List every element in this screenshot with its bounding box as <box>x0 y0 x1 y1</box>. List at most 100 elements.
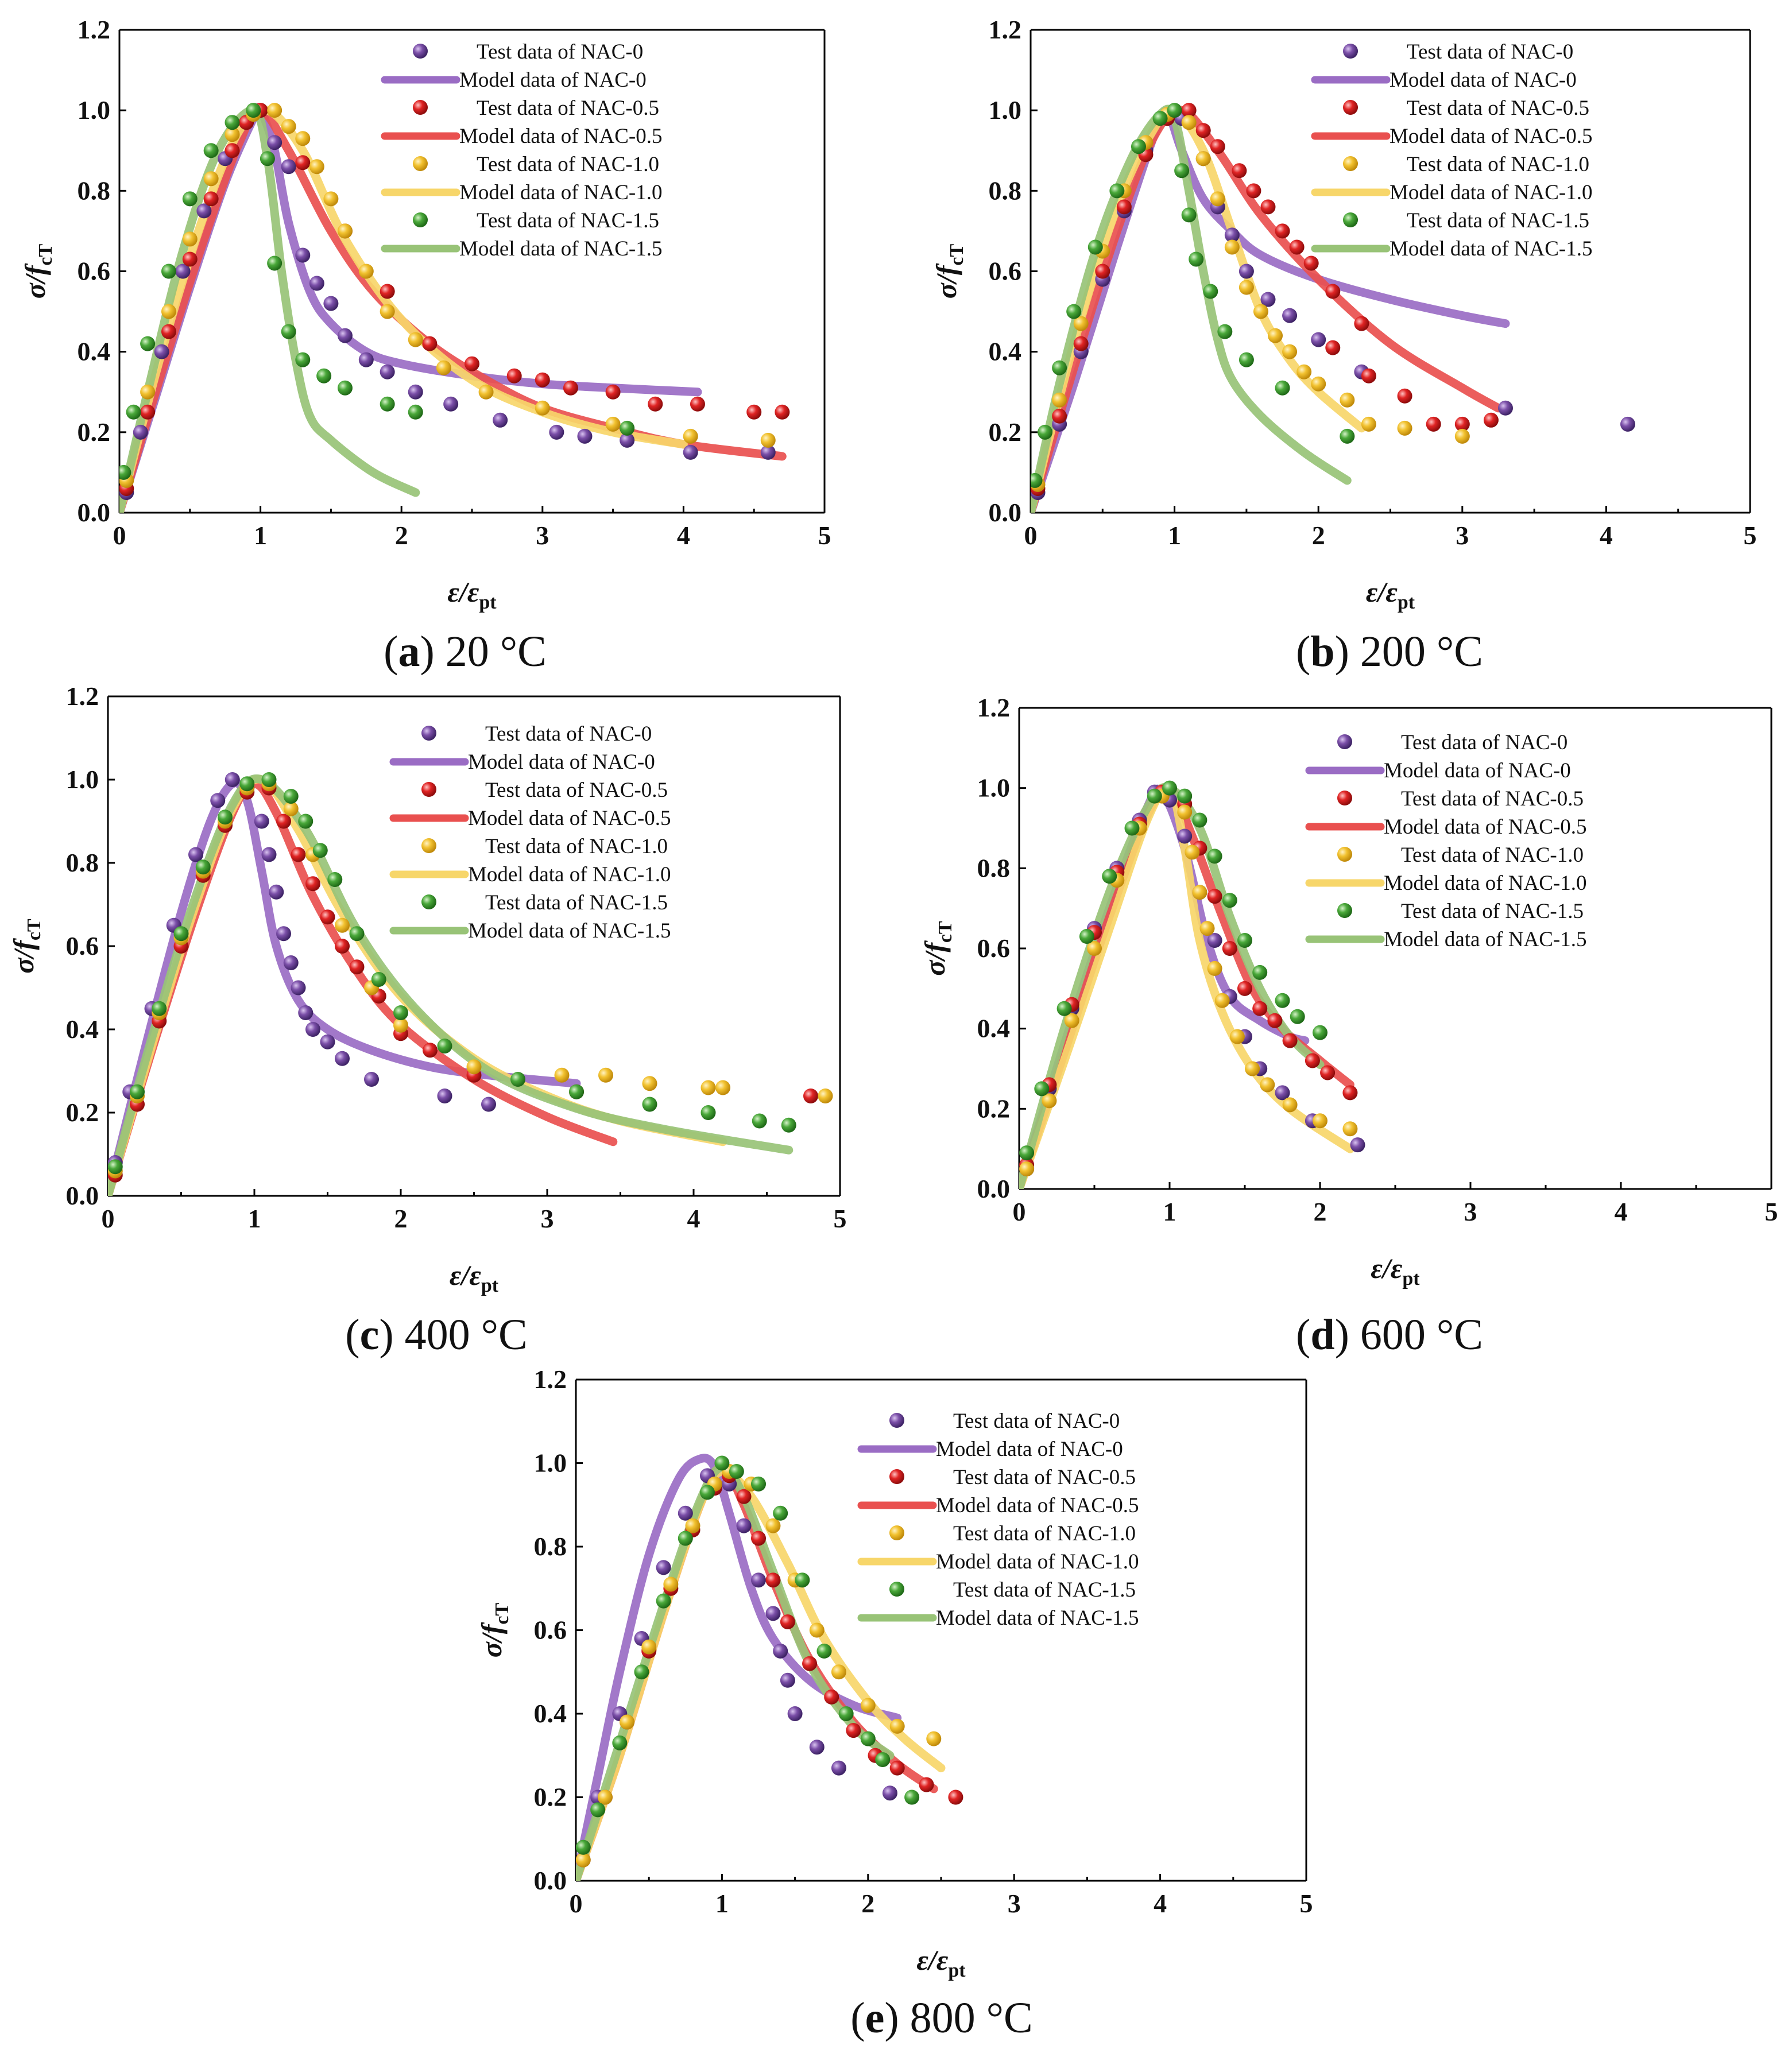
test-point-nac-1-0 <box>1195 151 1211 166</box>
test-point-nac-0 <box>154 344 169 359</box>
test-point-nac-1-5 <box>729 1464 744 1479</box>
test-point-nac-0 <box>225 772 240 787</box>
legend-dot-symbol <box>421 838 436 853</box>
test-point-nac-0 <box>1207 933 1222 948</box>
legend-dot-symbol <box>1337 791 1352 805</box>
legend-label: Model data of NAC-1.5 <box>1390 237 1593 261</box>
legend-label: Model data of NAC-0.5 <box>468 807 671 830</box>
test-point-nac-0-5 <box>1320 1065 1336 1080</box>
y-tick-label: 1.0 <box>989 95 1022 125</box>
test-point-nac-1-5 <box>1222 893 1237 908</box>
model-line-nac-1-5 <box>1019 783 1325 1189</box>
test-point-nac-0-5 <box>276 814 291 829</box>
test-point-nac-1-5 <box>130 1084 145 1099</box>
test-point-nac-1-5 <box>510 1072 525 1087</box>
x-tick-label: 5 <box>1300 1889 1313 1918</box>
test-point-nac-1-0 <box>926 1731 942 1746</box>
test-point-nac-1-0 <box>700 1080 716 1095</box>
legend-dot-symbol <box>889 1413 904 1428</box>
test-point-nac-0 <box>809 1740 825 1755</box>
test-point-nac-0-5 <box>1397 388 1412 404</box>
test-point-nac-0-5 <box>1246 183 1261 199</box>
test-point-nac-0-5 <box>765 1572 781 1588</box>
test-point-nac-1-0 <box>1087 941 1102 956</box>
legend-label: Model data of NAC-0 <box>468 750 655 774</box>
y-tick-label: 0.4 <box>66 1014 99 1044</box>
test-point-nac-0 <box>210 793 226 808</box>
chart-panel-e: 0 1 2 3 4 5 0.0 0.2 0.4 0.6 0.8 1.0 1.2 ε/εpt σ/fcT Tes… <box>475 1365 1313 2042</box>
legend-label: Test data of NAC-1.0 <box>953 1522 1136 1545</box>
x-tick-label: 5 <box>818 521 831 550</box>
test-point-nac-1-0 <box>1181 115 1197 130</box>
y-tick-label: 1.2 <box>66 681 99 711</box>
test-point-nac-0-5 <box>1303 255 1319 271</box>
legend-label: Model data of NAC-0.5 <box>936 1494 1139 1517</box>
x-tick-label: 0 <box>102 1204 115 1233</box>
test-point-nac-0 <box>437 1089 452 1103</box>
test-point-nac-1-5 <box>773 1505 788 1521</box>
plot-area <box>576 1454 963 1881</box>
test-point-nac-0-5 <box>335 939 350 954</box>
test-point-nac-1-0 <box>1199 921 1215 936</box>
test-point-nac-1-5 <box>1079 929 1094 944</box>
x-tick-label: 4 <box>1615 1197 1628 1226</box>
test-point-nac-1-5 <box>1275 993 1290 1008</box>
x-axis-title: ε/εpt <box>450 1259 499 1296</box>
legend-label: Test data of NAC-0.5 <box>477 96 659 120</box>
test-point-nac-1-0 <box>620 1714 635 1730</box>
test-point-nac-1-0 <box>598 1067 613 1083</box>
test-point-nac-0-5 <box>1426 416 1441 432</box>
test-point-nac-1-0 <box>281 119 296 134</box>
test-point-nac-0-5 <box>948 1789 963 1805</box>
y-tick-label: 1.2 <box>78 15 111 44</box>
legend-dot-symbol <box>413 156 428 171</box>
x-tick-label: 1 <box>715 1889 729 1918</box>
test-point-nac-0-5 <box>1210 139 1225 154</box>
test-point-nac-0-5 <box>140 404 156 420</box>
y-tick-label: 1.0 <box>66 765 99 794</box>
test-point-nac-1-0 <box>161 304 176 319</box>
test-point-nac-1-0 <box>831 1664 846 1680</box>
legend-label: Test data of NAC-0.5 <box>1401 787 1584 811</box>
test-point-nac-1-0 <box>1245 1061 1260 1076</box>
test-point-nac-1-5 <box>875 1752 891 1768</box>
test-point-nac-1-5 <box>349 926 365 942</box>
test-point-nac-1-0 <box>1260 1077 1275 1093</box>
legend: Test data of NAC-0 Model data of NAC-0 Tes… <box>1311 40 1593 261</box>
test-point-nac-0-5 <box>1095 264 1110 279</box>
test-point-nac-0-5 <box>1195 123 1211 138</box>
test-point-nac-1-5 <box>714 1455 730 1471</box>
test-point-nac-1-5 <box>795 1572 810 1588</box>
test-point-nac-0-5 <box>535 372 550 388</box>
test-point-nac-0-5 <box>225 143 240 158</box>
legend-dot-symbol <box>1343 156 1358 171</box>
legend-label: Test data of NAC-1.5 <box>953 1578 1136 1602</box>
test-point-nac-0 <box>549 424 564 440</box>
test-point-nac-0-5 <box>1260 199 1276 215</box>
model-line-nac-1-5 <box>108 774 794 1196</box>
test-point-nac-1-5 <box>161 264 176 279</box>
test-point-nac-1-5 <box>1252 964 1268 980</box>
test-point-nac-1-5 <box>576 1839 591 1855</box>
legend-label: Test data of NAC-0.5 <box>953 1466 1136 1489</box>
test-point-nac-1-0 <box>1282 1097 1298 1113</box>
test-point-nac-1-5 <box>316 368 332 384</box>
test-point-nac-1-0 <box>393 1017 408 1033</box>
model-line-nac-1-0 <box>1019 783 1354 1189</box>
test-point-nac-0-5 <box>1361 368 1376 384</box>
legend-label: Test data of NAC-1.5 <box>485 891 668 915</box>
test-point-nac-0-5 <box>889 1760 905 1776</box>
test-point-nac-1-5 <box>1087 239 1103 255</box>
test-point-nac-0-5 <box>1275 223 1290 239</box>
y-tick-label: 0.6 <box>977 933 1011 963</box>
x-axis-title: ε/εpt <box>916 1944 966 1981</box>
x-tick-label: 0 <box>113 521 126 550</box>
legend-label: Test data of NAC-1.5 <box>1407 209 1589 233</box>
y-tick-label: 0.6 <box>534 1616 567 1645</box>
test-point-nac-1-0 <box>466 1059 482 1075</box>
legend-dot-symbol <box>421 782 436 797</box>
test-point-nac-1-0 <box>641 1639 657 1655</box>
test-point-nac-1-5 <box>312 843 328 858</box>
test-point-nac-0 <box>1282 308 1298 323</box>
test-point-nac-0-5 <box>746 404 762 420</box>
